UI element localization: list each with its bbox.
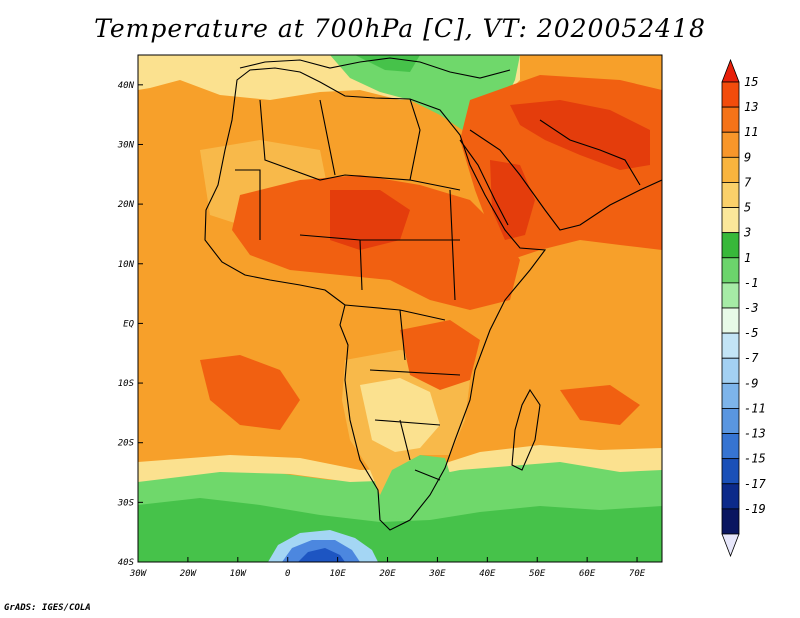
plot-frame (137, 54, 663, 563)
colorbar-label: -9 (744, 376, 758, 390)
colorbar-label: -1 (744, 276, 758, 290)
lat-tick-label: EQ (123, 319, 134, 329)
colorbar-swatch (721, 156, 740, 183)
grads-credit: GrADS: IGES/COLA (4, 603, 91, 613)
lat-tick-label: 40S (118, 558, 135, 568)
colorbar-swatch (721, 257, 740, 284)
temperature-field (138, 55, 662, 562)
med-north-shore (239, 57, 511, 79)
field-south-warm-band (138, 445, 662, 482)
colorbar-swatch (721, 382, 740, 409)
field-indian-hot (560, 385, 640, 425)
colorbar-label: 13 (744, 100, 758, 114)
lat-tick-label: 20N (118, 200, 135, 210)
lon-tick-label: 20E (379, 569, 396, 579)
colorbar-swatch (721, 182, 740, 208)
lon-tick-label: 20W (180, 569, 198, 579)
colorbar-top-triangle (721, 58, 740, 83)
arabia-coastline (469, 129, 662, 231)
colorbar-label: -19 (744, 502, 766, 516)
colorbar-label: -11 (744, 401, 766, 415)
colorbar-legend: 15 13 11 9 7 5 3 1 -1 -3 -5 -7 -9 -11 -13 -15 -17 -19 (721, 58, 766, 558)
colorbar-label: -15 (744, 452, 766, 466)
colorbar-swatch (721, 307, 740, 334)
longitude-axis: 30W 20W 10W 0 10E 20E 30E 40E 50E 60E 70E (129, 557, 646, 579)
borders-north (235, 98, 461, 301)
colorbar-swatch (721, 483, 740, 510)
lon-tick-label: 30W (129, 569, 148, 579)
colorbar-label: 15 (744, 75, 758, 89)
colorbar-label: -7 (744, 351, 759, 365)
colorbar-label: 1 (744, 251, 751, 265)
lat-tick-label: 40N (118, 81, 135, 91)
colorbar-bottom-triangle (721, 533, 740, 558)
colorbar-swatch (721, 232, 740, 259)
gulf (539, 119, 641, 186)
colorbar-swatch (721, 106, 740, 133)
field-med-green-dark (355, 55, 420, 72)
field-atlantic-hot (200, 355, 300, 430)
red-sea (459, 139, 509, 226)
colorbar-swatch (721, 433, 740, 460)
coastlines (204, 57, 662, 531)
colorbar-swatch (721, 332, 740, 359)
madagascar (511, 388, 541, 471)
lon-tick-label: 0 (285, 569, 290, 579)
colorbar-label: -3 (744, 301, 758, 315)
colorbar-label: -17 (744, 477, 766, 491)
colorbar-label: -13 (744, 427, 766, 441)
colorbar-label: 7 (744, 175, 752, 189)
lat-tick-label: 30N (117, 140, 135, 150)
colorbar-swatch (721, 282, 740, 309)
lat-tick-label: 10S (118, 379, 135, 389)
colorbar-label: 9 (744, 150, 751, 164)
colorbar-swatch (721, 508, 740, 535)
borders-south (344, 304, 461, 481)
lat-tick-label: 10N (118, 260, 135, 270)
lon-tick-label: 10W (230, 569, 248, 579)
colorbar-swatch (721, 357, 740, 384)
colorbar-swatch (721, 207, 740, 234)
colorbar-swatch (721, 408, 740, 434)
colorbar-label: -5 (744, 326, 758, 340)
africa-coastline (204, 67, 547, 531)
latitude-axis: 40N 30N 20N 10N EQ 10S 20S 30S 40S (117, 81, 143, 568)
colorbar-swatch (721, 131, 740, 158)
colorbar-label: 3 (743, 226, 751, 240)
lon-tick-label: 50E (529, 569, 546, 579)
colorbar-swatch (721, 458, 740, 485)
lon-tick-label: 40E (479, 569, 496, 579)
lon-tick-label: 70E (629, 569, 646, 579)
lat-tick-label: 20S (118, 439, 135, 449)
lon-tick-label: 10E (329, 569, 346, 579)
field-southern-africa-mild (360, 378, 440, 452)
field-sa-green (378, 455, 452, 520)
field-central-hot (330, 190, 410, 250)
field-south-green-dark (138, 498, 662, 562)
colorbar-label: 5 (744, 201, 751, 215)
lon-tick-label: 30E (428, 569, 446, 579)
field-deepblue-blob (298, 548, 345, 562)
colorbar-swatch (721, 81, 740, 108)
field-northwest-mild (138, 55, 180, 90)
colorbar-label: 11 (744, 125, 758, 139)
field-arabia-very-hot (510, 100, 650, 170)
map-title: Temperature at 700hPa [C], VT: 202005241… (94, 14, 706, 43)
lon-tick-label: 60E (579, 569, 596, 579)
lat-tick-label: 30S (117, 498, 135, 508)
